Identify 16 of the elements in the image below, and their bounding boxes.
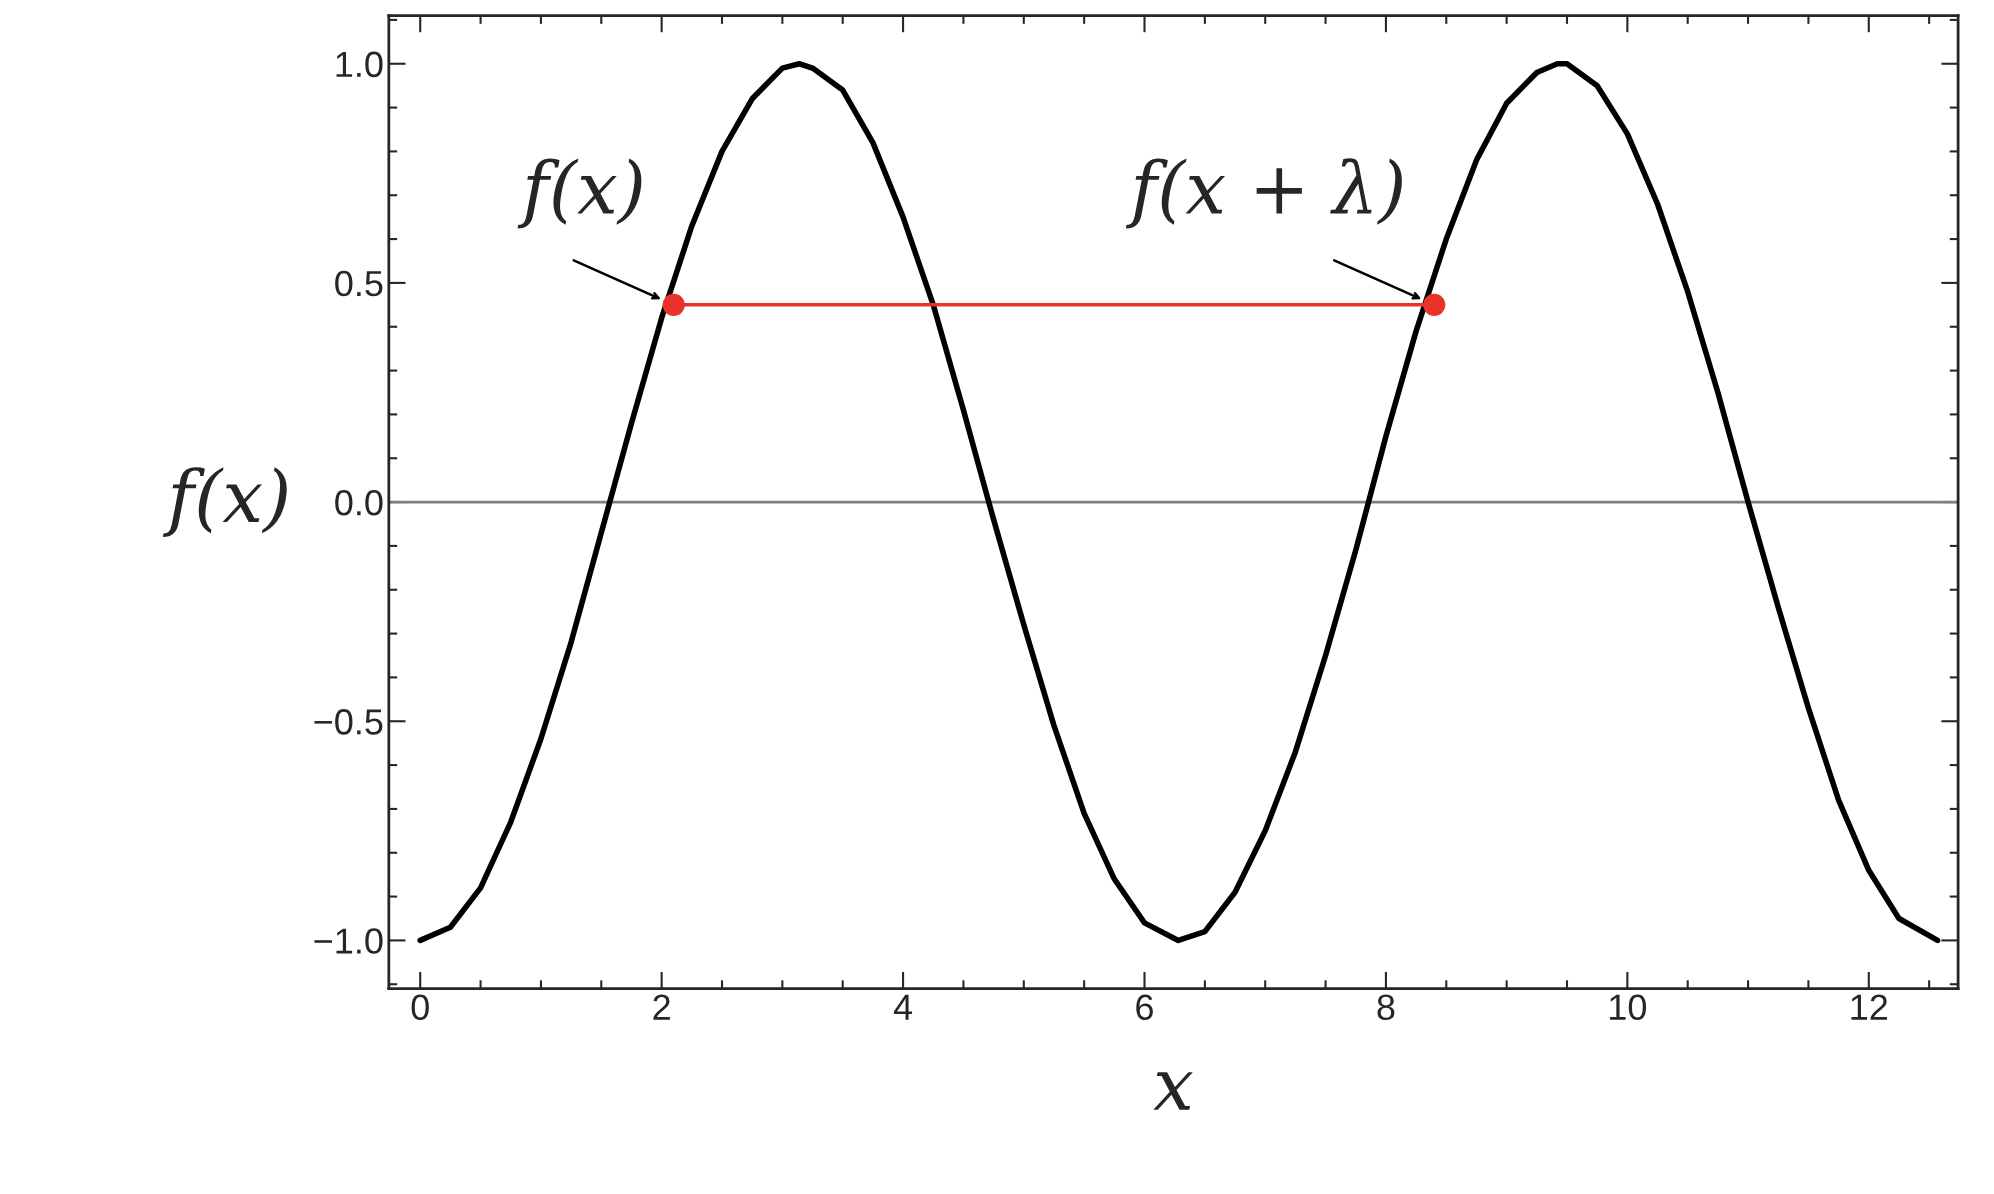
y-tick-label: 0.5 (335, 270, 383, 297)
y-axis-title: f(x) (163, 467, 287, 538)
x-tick-label: 4 (893, 994, 913, 1020)
x-tick-label: 8 (1377, 994, 1395, 1021)
annotation: f(x) (517, 158, 642, 229)
y-tick-label: −1.0 (314, 928, 383, 954)
x-tick-label: 10 (1610, 994, 1647, 1021)
x-tick-label: 2 (653, 994, 670, 1020)
y-tick-label: 1.0 (336, 51, 383, 78)
x-tick-label: 12 (1851, 994, 1888, 1020)
annotation: f(x + λ) (1125, 158, 1402, 229)
x-tick-label: 6 (1136, 994, 1153, 1021)
y-tick-label: −0.5 (314, 709, 383, 735)
x-axis-title: x (1153, 1072, 1193, 1110)
y-tick-label: 0.0 (335, 489, 383, 516)
x-tick-label: 0 (411, 994, 429, 1021)
